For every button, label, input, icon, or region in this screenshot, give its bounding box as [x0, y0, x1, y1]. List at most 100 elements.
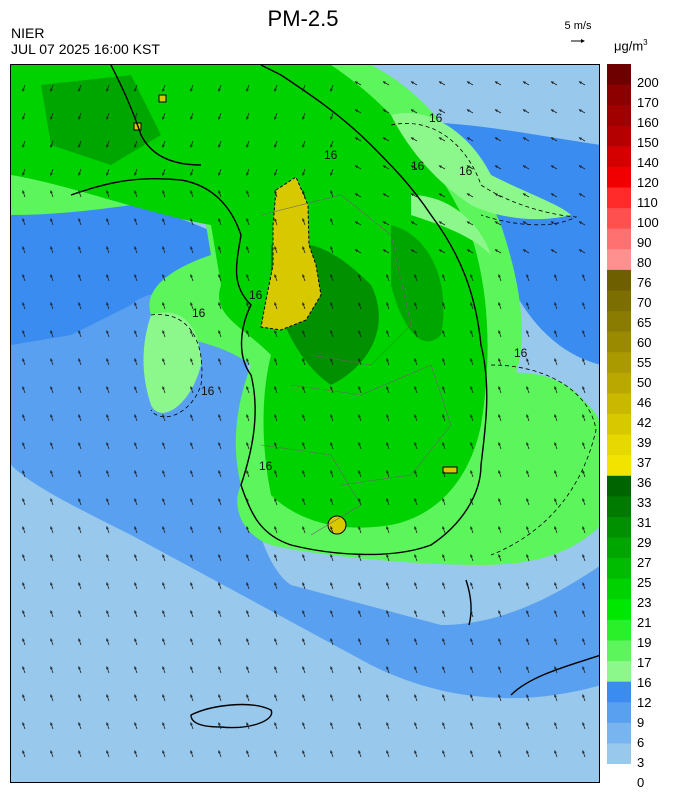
wind-arrow-icon: [414, 722, 418, 730]
wind-arrow-icon: [190, 470, 194, 478]
wind-arrow-icon: [582, 330, 586, 338]
color-scale-band: [607, 475, 631, 497]
wind-arrow-icon: [554, 302, 558, 310]
wind-arrow-icon: [50, 190, 54, 198]
wind-arrow-icon: [330, 302, 334, 310]
wind-arrow-icon: [162, 112, 166, 120]
color-scale-tick-label: 55: [637, 355, 652, 370]
wind-arrow-icon: [582, 638, 586, 646]
wind-arrow-icon: [466, 137, 474, 142]
wind-arrow-icon: [22, 302, 26, 310]
wind-arrow-icon: [134, 190, 138, 198]
wind-arrow-icon: [162, 190, 166, 198]
color-scale-band: [607, 125, 631, 147]
wind-arrow-icon: [78, 722, 82, 730]
wind-arrow-icon: [134, 498, 138, 506]
zone-pale-green-east: [411, 195, 491, 255]
wind-arrow-icon: [78, 112, 82, 120]
wind-arrow-icon: [106, 218, 110, 226]
wind-arrow-icon: [162, 750, 166, 758]
wind-arrow-icon: [330, 694, 334, 702]
wind-arrow-icon: [526, 666, 530, 674]
wind-arrow-icon: [498, 554, 502, 562]
wind-arrow-icon: [494, 109, 502, 114]
color-scale-tick-label: 200: [637, 75, 659, 90]
wind-arrow-icon: [330, 554, 334, 562]
color-scale-band: [607, 228, 631, 250]
wind-arrow-icon: [550, 193, 558, 198]
wind-arrow-icon: [494, 165, 502, 170]
wind-arrow-icon: [106, 526, 110, 534]
wind-arrow-icon: [78, 330, 82, 338]
wind-arrow-icon: [22, 722, 26, 730]
wind-arrow-icon: [466, 221, 474, 226]
wind-arrow-icon: [274, 112, 278, 120]
wind-arrow-icon: [414, 554, 418, 562]
wind-arrow-icon: [582, 442, 586, 450]
wind-arrow-icon: [386, 470, 390, 478]
wind-arrow-icon: [218, 84, 222, 92]
color-scale-band: [607, 187, 631, 209]
wind-arrow-icon: [494, 81, 502, 86]
wind-arrow-icon: [78, 386, 82, 394]
wind-arrow-icon: [414, 526, 418, 534]
color-scale-band: [607, 516, 631, 539]
timestamp-label: JUL 07 2025 16:00 KST: [11, 41, 160, 57]
wind-arrow-icon: [78, 526, 82, 534]
wind-reference-label: 5 m/s: [564, 20, 592, 32]
wind-arrow-icon: [470, 526, 474, 534]
wind-arrow-icon: [246, 666, 250, 674]
wind-arrow-icon: [554, 554, 558, 562]
wind-arrow-icon: [50, 302, 54, 310]
wind-arrow-icon: [50, 582, 54, 590]
color-scale-tick-label: 0: [637, 775, 645, 790]
wind-arrow-icon: [246, 610, 250, 618]
wind-arrow-icon: [354, 81, 362, 86]
wind-arrow-icon: [302, 330, 306, 338]
wind-arrow-icon: [302, 112, 306, 120]
wind-arrow-icon: [134, 386, 138, 394]
wind-arrow-icon: [522, 193, 530, 198]
wind-arrow-icon: [246, 246, 250, 254]
wind-arrow-icon: [554, 470, 558, 478]
wind-arrow-icon: [274, 168, 278, 176]
wind-arrow-icon: [358, 694, 362, 702]
coastline-peninsula: [70, 65, 488, 556]
wind-arrow-icon: [274, 694, 278, 702]
wind-arrow-icon: [466, 193, 474, 198]
wind-arrow-icon: [134, 554, 138, 562]
wind-arrow-icon: [358, 470, 362, 478]
wind-arrow-icon: [526, 722, 530, 730]
wind-arrow-icon: [470, 554, 474, 562]
wind-arrow-icon: [410, 165, 418, 170]
wind-arrow-icon: [274, 470, 278, 478]
wind-arrow-icon: [134, 358, 138, 366]
wind-arrow-icon: [526, 274, 530, 282]
contour-label: 16: [459, 164, 473, 178]
wind-arrow-icon: [78, 414, 82, 422]
wind-arrow-icon: [330, 610, 334, 618]
coastline-japan: [510, 654, 599, 696]
wind-arrow-icon: [274, 386, 278, 394]
wind-arrow-icon: [330, 274, 334, 282]
wind-arrow-icon: [302, 722, 306, 730]
wind-arrow-icon: [554, 638, 558, 646]
wind-arrow-icon: [550, 137, 558, 142]
wind-arrow-icon: [302, 498, 306, 506]
wind-arrow-icon: [162, 302, 166, 310]
wind-arrow-icon: [302, 554, 306, 562]
wind-arrow-icon: [162, 84, 166, 92]
wind-arrow-icon: [218, 666, 222, 674]
wind-arrow-icon: [78, 274, 82, 282]
wind-arrow-icon: [330, 358, 334, 366]
wind-arrow-icon: [302, 302, 306, 310]
color-scale-tick-label: 39: [637, 435, 652, 450]
wind-arrow-icon: [190, 582, 194, 590]
wind-arrow-icon: [330, 414, 334, 422]
wind-arrow-icon: [190, 302, 194, 310]
wind-arrow-icon: [470, 582, 474, 590]
zone-west-sea-green: [143, 312, 201, 413]
wind-arrow-icon: [470, 750, 474, 758]
zone-dark-green-north: [41, 75, 161, 165]
wind-arrow-icon: [554, 414, 558, 422]
